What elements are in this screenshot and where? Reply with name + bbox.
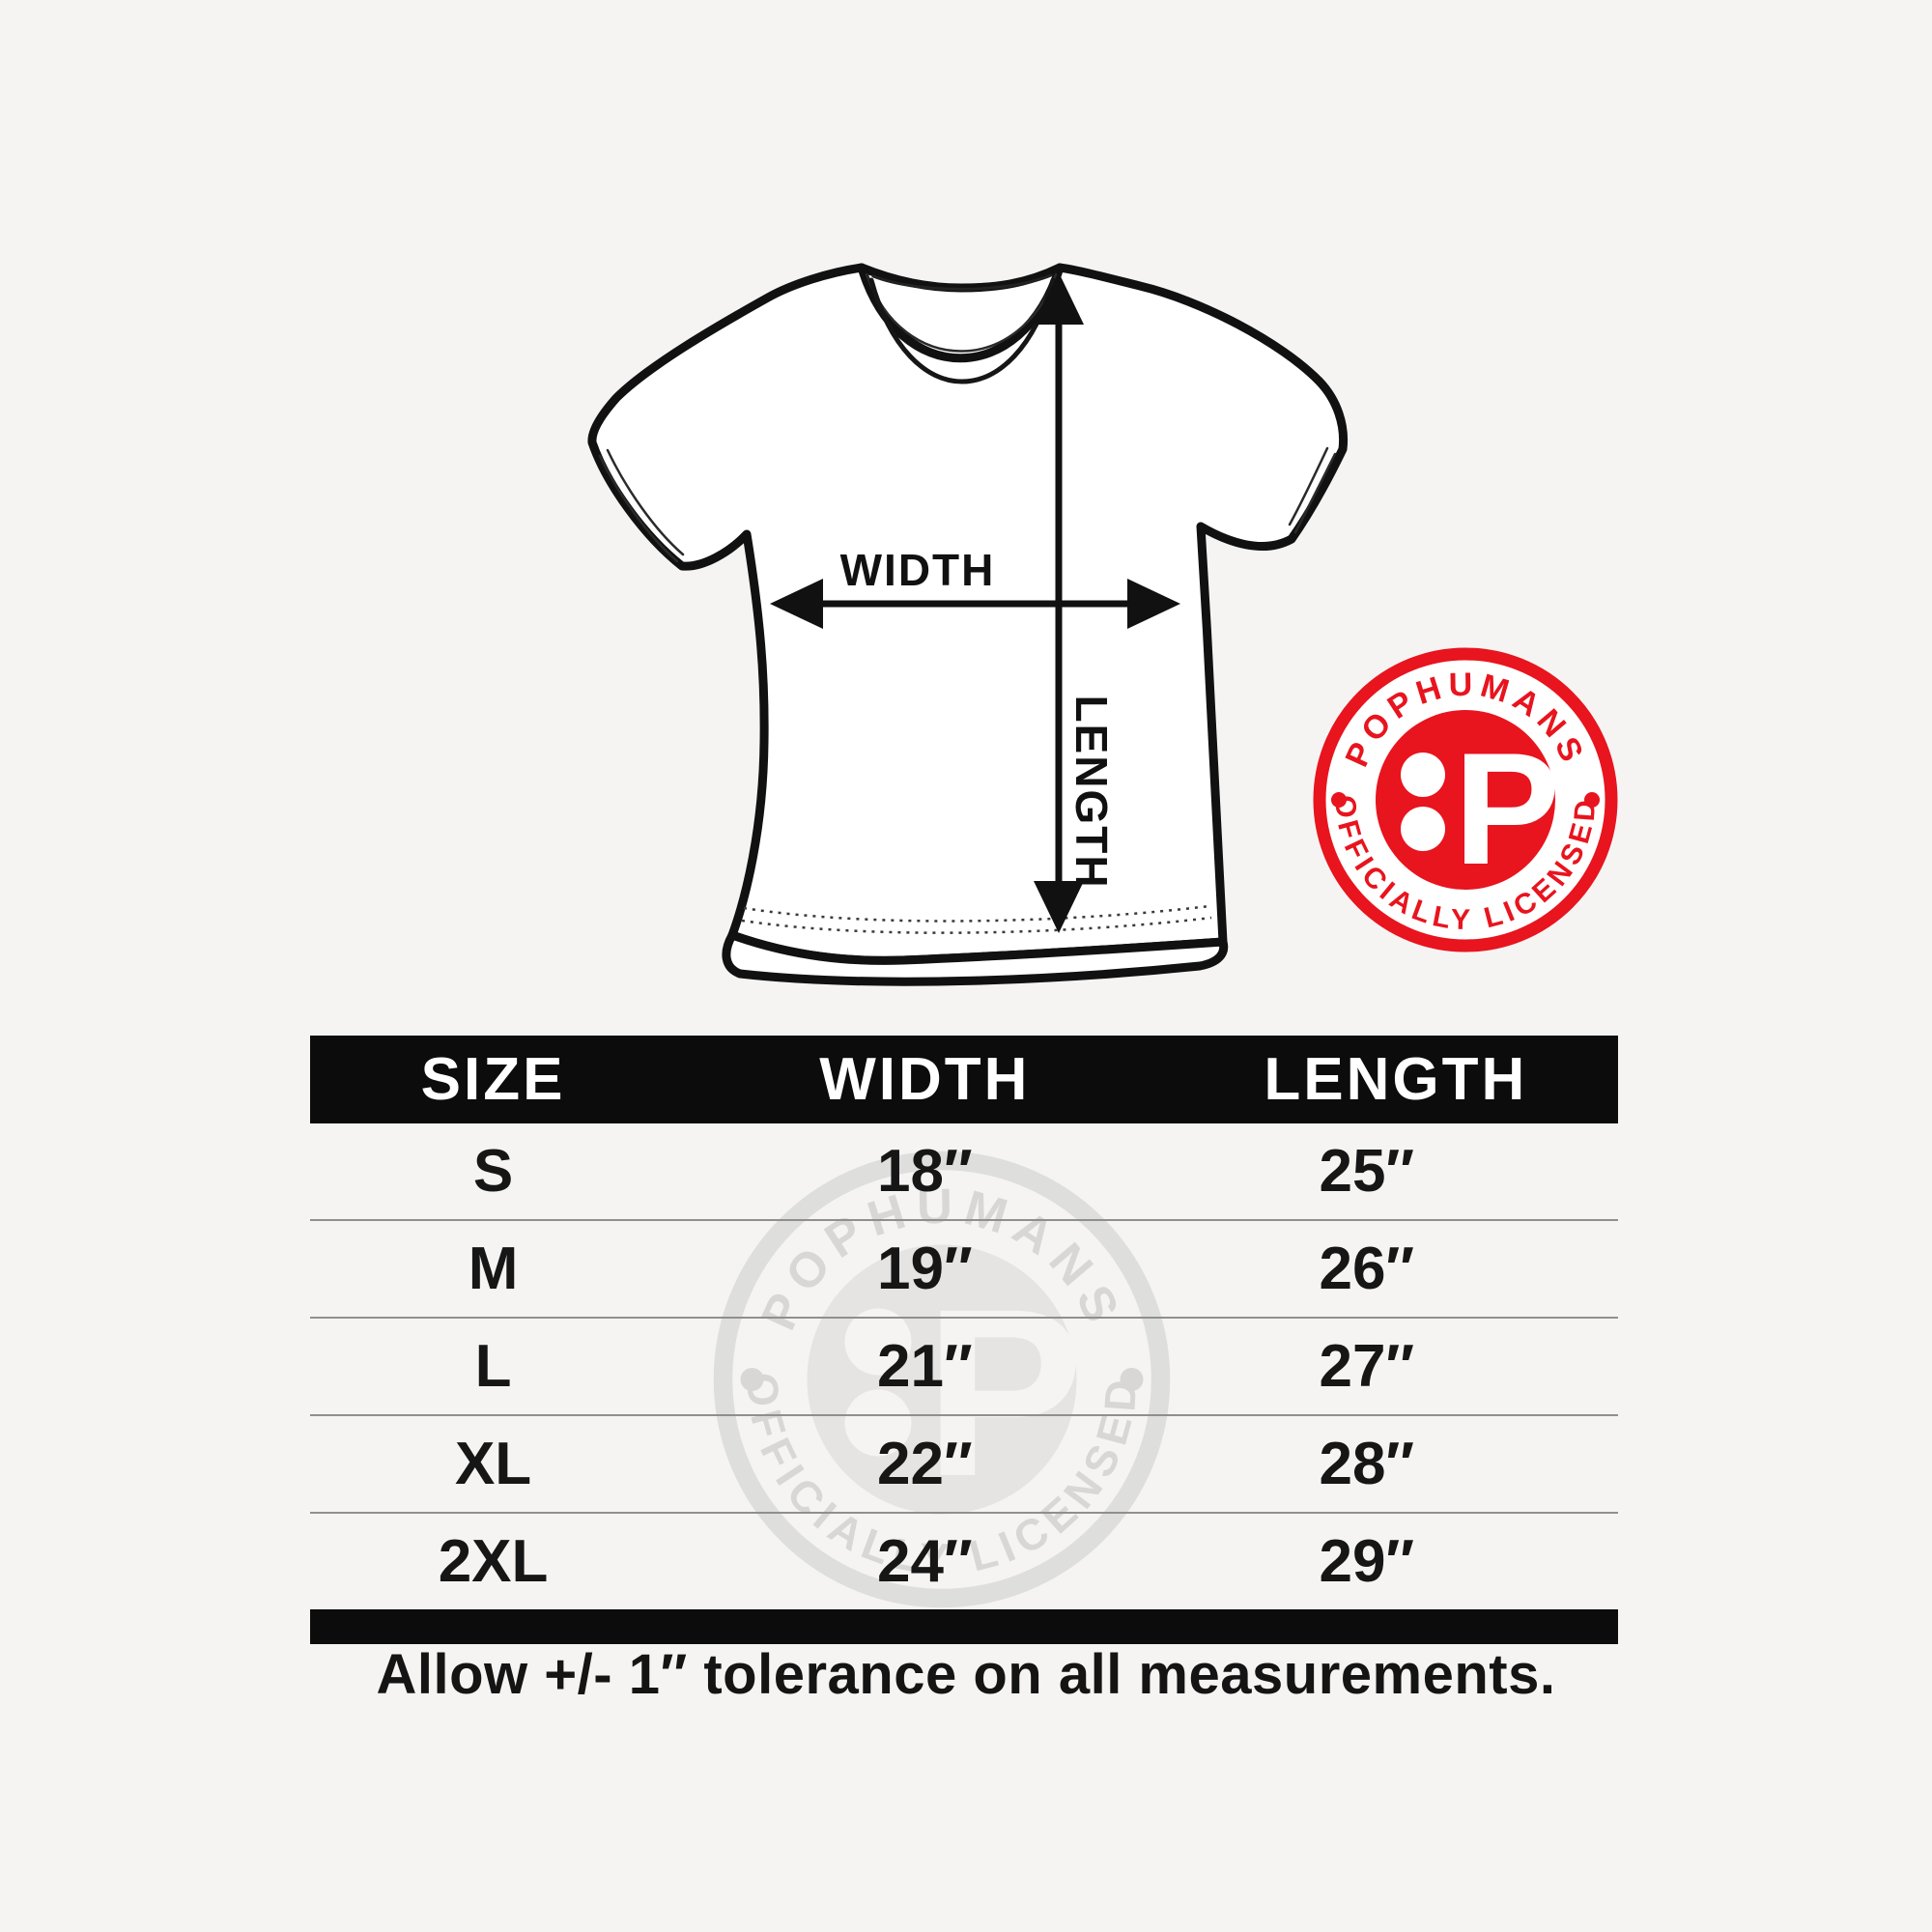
- brand-badge: POPHUMANS OFFICIALLY LICENSED P: [1313, 647, 1618, 952]
- table-row: L 21″ 27″: [310, 1319, 1618, 1414]
- size-cell: M: [468, 1236, 519, 1302]
- tshirt-body: [587, 263, 1349, 965]
- svg-text:P: P: [1454, 720, 1560, 897]
- badge-left-dot: [1331, 792, 1347, 808]
- table-row: M 19″ 26″: [310, 1221, 1618, 1317]
- length-cell: 27″: [1319, 1333, 1415, 1400]
- size-cell: XL: [454, 1431, 532, 1497]
- length-cell: 29″: [1319, 1528, 1415, 1595]
- size-cell: S: [472, 1138, 514, 1205]
- tolerance-note: Allow +/- 1″ tolerance on all measuremen…: [376, 1643, 1556, 1706]
- tshirt-illustration: [587, 263, 1349, 986]
- length-cell: 25″: [1319, 1138, 1415, 1205]
- table-row: XL 22″ 28″: [310, 1416, 1618, 1512]
- width-arrow: [770, 579, 1180, 629]
- row-divider: [310, 1317, 1618, 1319]
- size-cell: L: [474, 1333, 512, 1400]
- watermark-logo-icon: P: [844, 1260, 1084, 1526]
- width-cell: 24″: [877, 1528, 973, 1595]
- width-cell: 19″: [877, 1236, 973, 1302]
- table-row: S 18″ 25″: [310, 1123, 1618, 1219]
- svg-text:P: P: [924, 1260, 1084, 1526]
- table-row: 2XL 24″ 29″: [310, 1514, 1618, 1609]
- size-table-header: SIZE WIDTH LENGTH: [310, 1036, 1618, 1123]
- width-cell: 21″: [877, 1333, 973, 1400]
- length-cell: 26″: [1319, 1236, 1415, 1302]
- width-label: WIDTH: [840, 545, 996, 595]
- table-bottom-bar: [310, 1609, 1618, 1644]
- header-size: SIZE: [420, 1046, 566, 1113]
- length-cell: 28″: [1319, 1431, 1415, 1497]
- row-divider: [310, 1512, 1618, 1514]
- header-width: WIDTH: [819, 1046, 1031, 1113]
- size-cell: 2XL: [438, 1528, 549, 1595]
- watermark-badge: POPHUMANS OFFICIALLY LICENSED P: [713, 1151, 1171, 1608]
- tshirt-hem-fold: [722, 930, 1229, 986]
- width-cell: 22″: [877, 1431, 973, 1497]
- row-divider: [310, 1219, 1618, 1221]
- badge-logo-icon: P: [1401, 720, 1560, 897]
- row-divider: [310, 1414, 1618, 1416]
- header-length: LENGTH: [1264, 1046, 1528, 1113]
- size-table: SIZE WIDTH LENGTH S 18″ 25″ M 19″ 26″ L …: [310, 1036, 1618, 1644]
- width-cell: 18″: [877, 1138, 973, 1205]
- length-arrow: [1034, 272, 1084, 933]
- length-label: LENGTH: [1066, 695, 1117, 889]
- badge-right-dot: [1584, 792, 1600, 808]
